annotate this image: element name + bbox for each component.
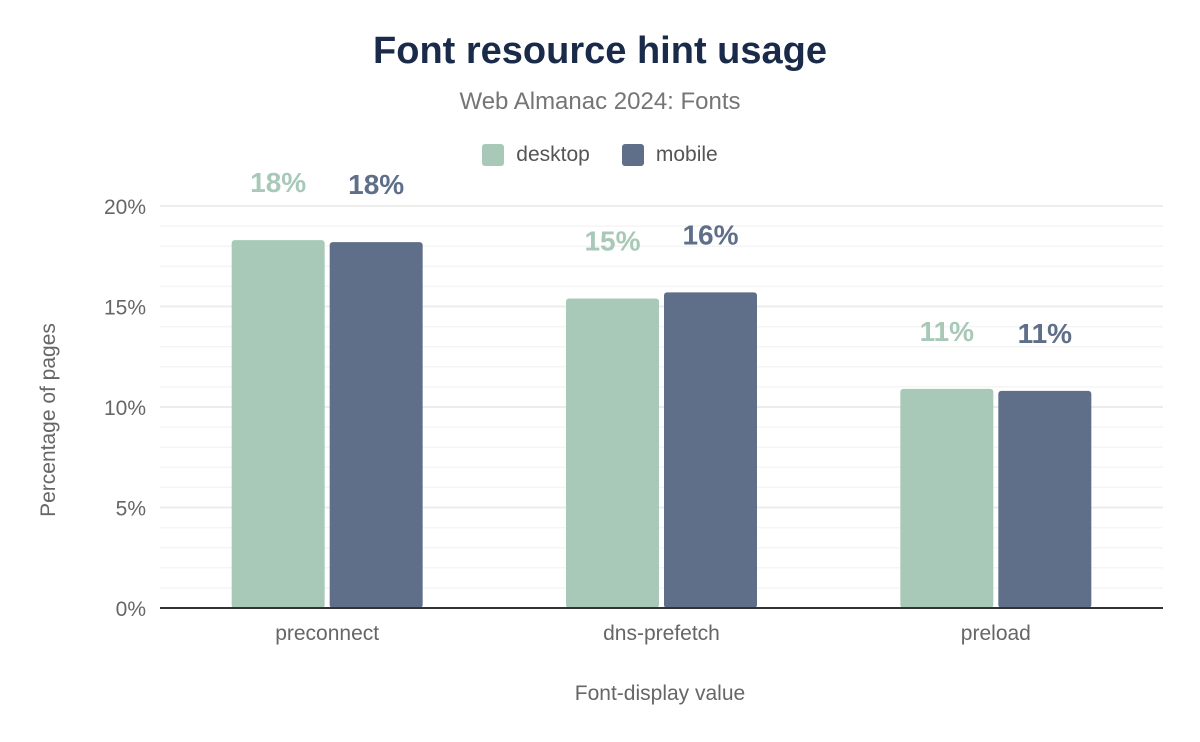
- y-axis-label: Percentage of pages: [37, 323, 60, 517]
- legend-label-mobile: mobile: [655, 143, 718, 166]
- x-tick-label: preload: [961, 622, 1031, 645]
- x-tick-label: preconnect: [275, 622, 379, 645]
- chart-subtitle: Web Almanac 2024: Fonts: [459, 88, 741, 115]
- data-label-desktop-dns-prefetch: 15%: [584, 225, 640, 256]
- data-label-mobile-preconnect: 18%: [348, 169, 404, 200]
- x-tick-label: dns-prefetch: [603, 622, 720, 645]
- bar-desktop-dns-prefetch: [566, 298, 659, 608]
- legend-label-desktop: desktop: [516, 143, 590, 166]
- legend-item-desktop[interactable]: desktop: [482, 143, 590, 167]
- data-label-desktop-preload: 11%: [920, 316, 975, 347]
- bar-mobile-preconnect: [329, 242, 423, 608]
- bar-desktop-preconnect: [231, 240, 325, 609]
- y-tick-label: 5%: [116, 498, 146, 521]
- chart-title: Font resource hint usage: [373, 30, 827, 72]
- legend-swatch-mobile: [621, 144, 644, 166]
- x-axis-label: Font-display value: [575, 682, 745, 705]
- legend-swatch-desktop: [482, 144, 505, 166]
- y-tick-label: 20%: [104, 196, 146, 219]
- data-label-desktop-preconnect: 18%: [250, 167, 306, 198]
- legend: desktop mobile: [0, 143, 1200, 167]
- bar-mobile-preload: [998, 390, 1092, 608]
- y-tick-label: 10%: [104, 397, 146, 420]
- bar-mobile-dns-prefetch: [664, 292, 757, 608]
- data-label-mobile-dns-prefetch: 16%: [682, 219, 738, 250]
- legend-item-mobile[interactable]: mobile: [621, 143, 718, 167]
- data-label-mobile-preload: 11%: [1018, 318, 1073, 349]
- y-tick-label: 0%: [116, 598, 146, 621]
- y-tick-label: 15%: [104, 297, 146, 320]
- bar-desktop-preload: [900, 388, 994, 608]
